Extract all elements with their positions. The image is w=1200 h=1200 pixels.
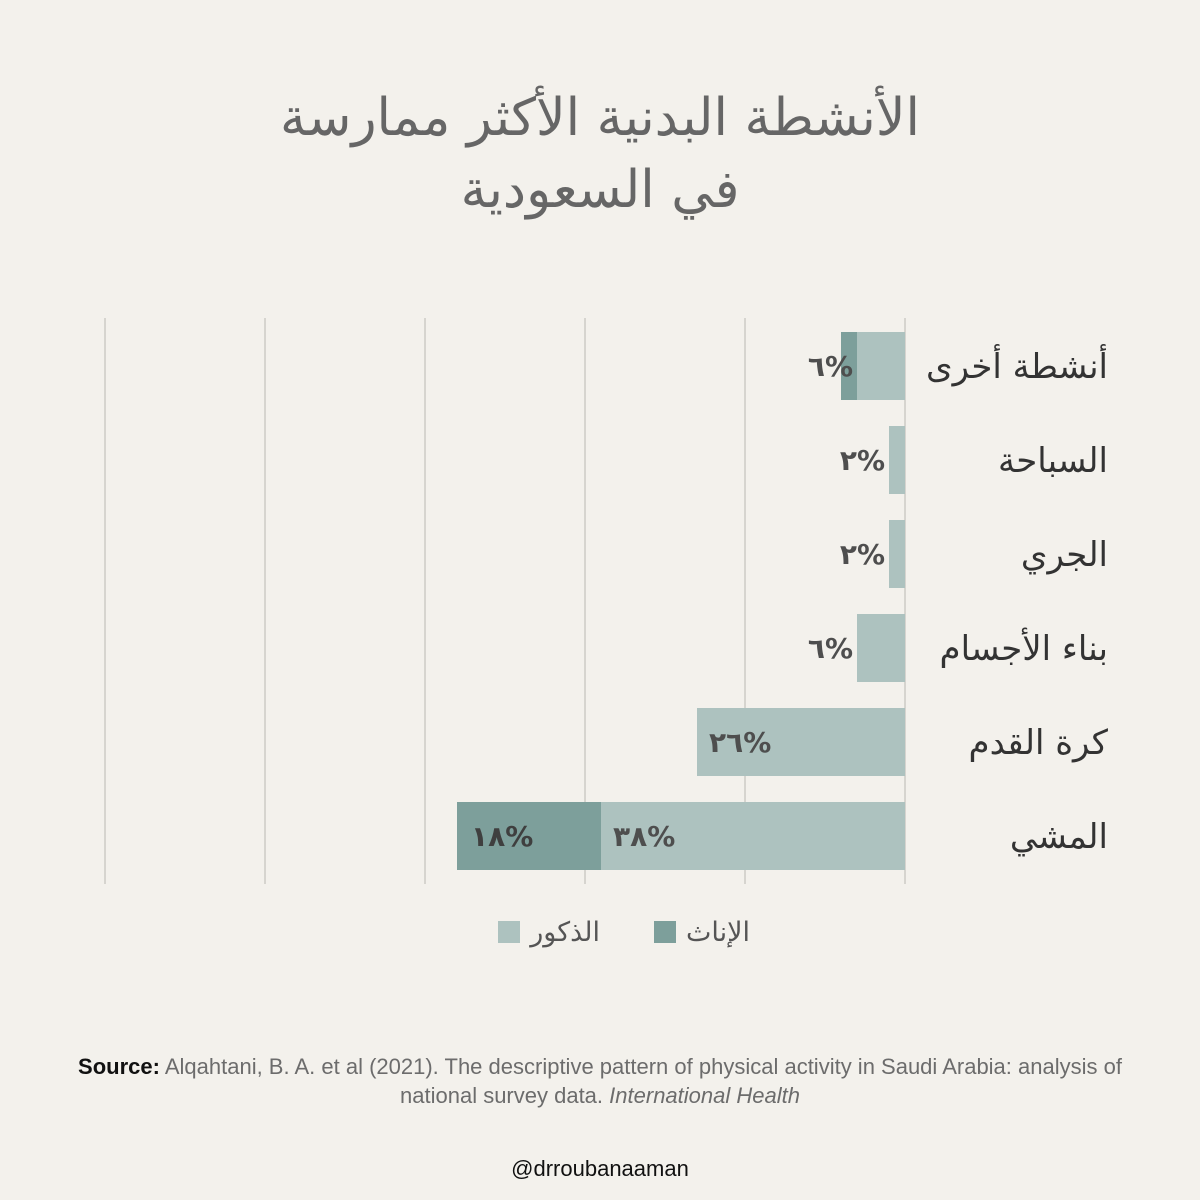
- source-prefix: Source:: [78, 1054, 160, 1079]
- chart-title: الأنشطة البدنية الأكثر ممارسة في السعودي…: [0, 82, 1200, 226]
- bar-male-2: [889, 520, 905, 588]
- data-label-male-3: ٦%: [808, 632, 853, 665]
- legend-swatch-male: [498, 921, 521, 943]
- legend-item-male: الذكور: [498, 908, 600, 956]
- legend-swatch-female: [653, 921, 676, 943]
- category-label-2: الجري: [1021, 535, 1108, 575]
- data-label-male-1: ٢%: [840, 444, 885, 477]
- bar-female-0: [841, 332, 857, 400]
- bar-male-5: [601, 802, 905, 870]
- category-label-5: المشي: [1010, 817, 1108, 857]
- data-label-male-0: ٦%: [808, 350, 853, 383]
- data-label-male-4: ٢٦%: [709, 726, 771, 759]
- category-label-1: السباحة: [998, 441, 1108, 481]
- source-citation: Source: Alqahtani, B. A. et al (2021). T…: [60, 1052, 1140, 1110]
- bar-male-4: [697, 708, 905, 776]
- bar-male-1: [889, 426, 905, 494]
- bar-male-3: [857, 614, 905, 682]
- source-journal: International Health: [609, 1083, 800, 1108]
- category-label-0: أنشطة أخرى: [926, 344, 1108, 387]
- title-line-2: في السعودية: [460, 160, 740, 220]
- bar-female-5: [457, 802, 601, 870]
- title-line-1: الأنشطة البدنية الأكثر ممارسة: [280, 88, 920, 148]
- source-text: Alqahtani, B. A. et al (2021). The descr…: [164, 1054, 1122, 1108]
- bar-chart: ٦% أنشطة أخرى ٢% السباحة ٢% الجري ٦% بناء الأجس…: [104, 318, 1109, 884]
- bar-male-0: [857, 332, 905, 400]
- legend-item-female: الإناث: [653, 908, 750, 956]
- category-label-3: بناء الأجسام: [940, 627, 1108, 669]
- author-handle: @drroubanaaman: [511, 1156, 689, 1181]
- category-label-4: كرة القدم: [969, 723, 1109, 763]
- legend-label-female: الإناث: [685, 916, 750, 948]
- data-label-male-5: ٣٨%: [613, 820, 675, 853]
- legend: الإناث الذكور: [470, 908, 750, 956]
- data-label-female-5: ١٨%: [471, 820, 533, 853]
- legend-label-male: الذكور: [530, 916, 600, 948]
- data-label-male-2: ٢%: [840, 538, 885, 571]
